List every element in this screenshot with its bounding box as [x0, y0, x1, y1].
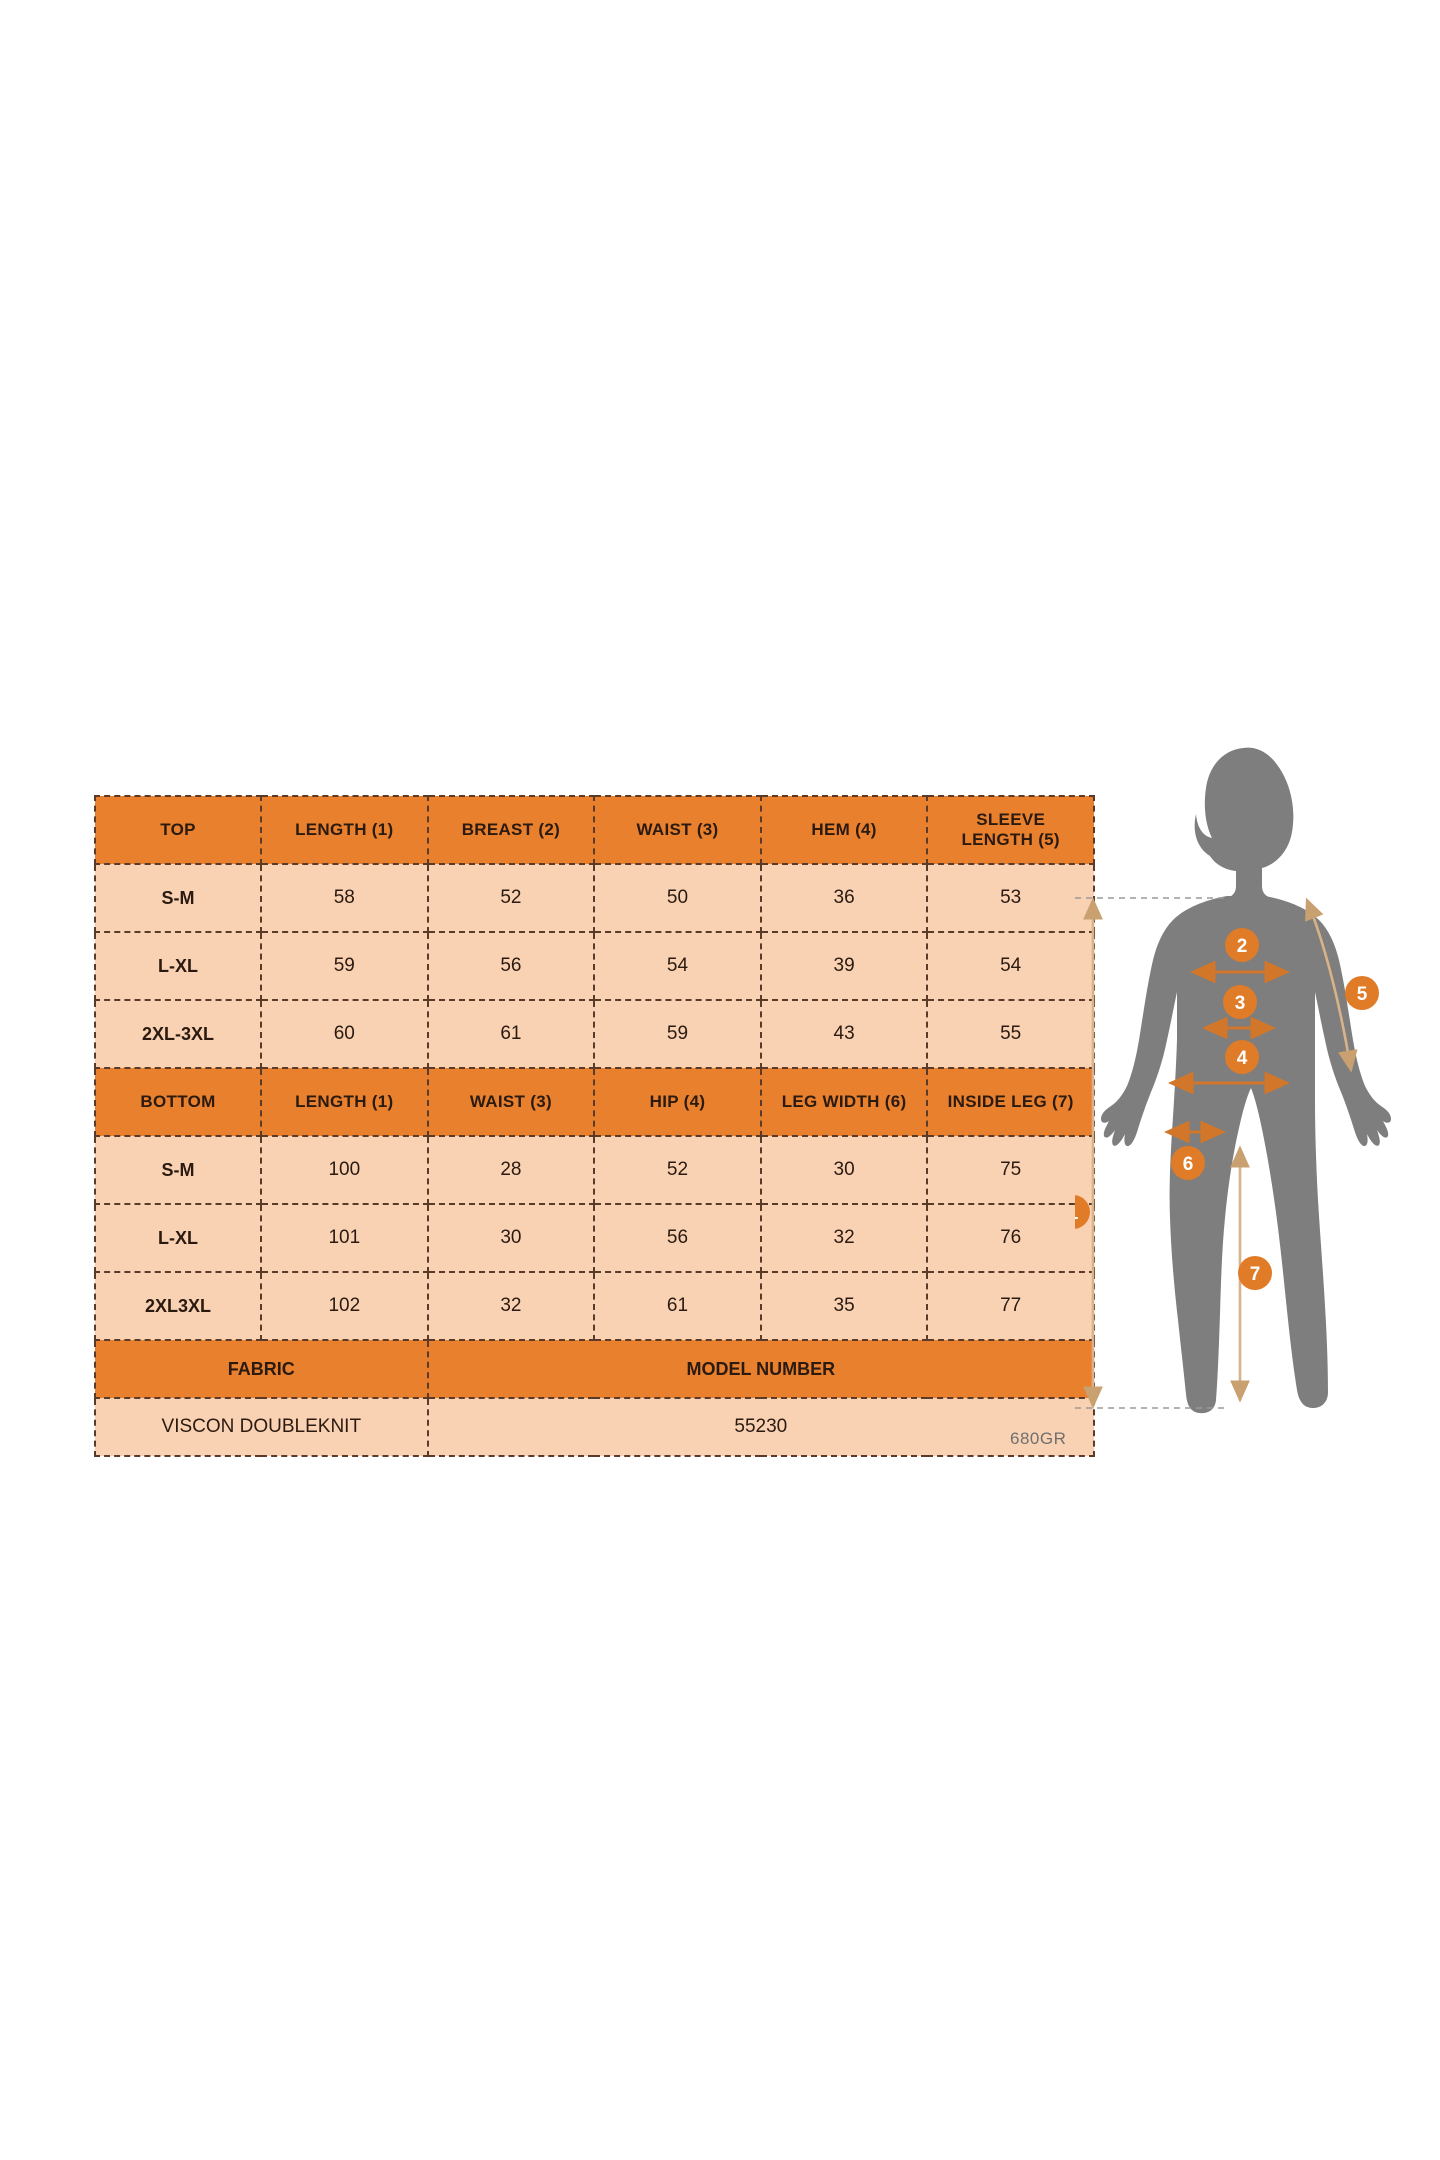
row-size-label: S-M — [94, 863, 262, 933]
badge-6-icon: 6 — [1171, 1146, 1205, 1180]
table-row: L-XL 59 56 54 39 54 — [94, 931, 1095, 1001]
body-measurement-diagram: 1 2 3 4 5 6 7 — [1075, 747, 1391, 1414]
cell-value: 75 — [926, 1135, 1095, 1205]
row-size-label: 2XL-3XL — [94, 999, 262, 1069]
header-cell-top-sleeve-length: SLEEVE LENGTH (5) — [926, 795, 1095, 865]
cell-value: 55 — [926, 999, 1095, 1069]
cell-value: 35 — [759, 1271, 929, 1341]
sleeve-header-line2: LENGTH (5) — [961, 830, 1060, 849]
header-cell-fabric: FABRIC — [94, 1339, 429, 1399]
cell-value: 30 — [759, 1135, 929, 1205]
table-footer-value-row: VISCON DOUBLEKNIT 55230 — [94, 1397, 1096, 1457]
badge-1-label: 1 — [1075, 1203, 1079, 1224]
cell-value: 43 — [759, 999, 929, 1069]
row-size-label: L-XL — [94, 931, 262, 1001]
arrow-5-sleeve-length — [1305, 897, 1358, 1073]
table-row: 2XL-3XL 60 61 59 43 55 — [94, 999, 1095, 1069]
measurement-badges: 1 2 3 4 5 6 7 — [1075, 928, 1379, 1290]
header-cell-bottom: BOTTOM — [94, 1067, 262, 1137]
cell-value: 52 — [593, 1135, 762, 1205]
cell-value: 39 — [759, 931, 929, 1001]
header-cell-bottom-leg-width: LEG WIDTH (6) — [759, 1067, 929, 1137]
header-cell-bottom-inside-leg: INSIDE LEG (7) — [926, 1067, 1095, 1137]
cell-value: 100 — [260, 1135, 429, 1205]
cell-value: 58 — [260, 863, 429, 933]
cell-value: 59 — [593, 999, 762, 1069]
size-chart-table: TOP LENGTH (1) BREAST (2) WAIST (3) HEM … — [94, 795, 1096, 1457]
cell-value: 36 — [759, 863, 929, 933]
row-size-label: S-M — [94, 1135, 262, 1205]
cell-value: 56 — [593, 1203, 762, 1273]
fabric-weight-note: 680GR — [1010, 1429, 1067, 1448]
cell-value: 76 — [926, 1203, 1095, 1273]
cell-value: 77 — [926, 1271, 1095, 1341]
badge-4-label: 4 — [1237, 1048, 1248, 1069]
badge-6-label: 6 — [1183, 1154, 1194, 1175]
badge-7-icon: 7 — [1238, 1256, 1272, 1290]
cell-value: 59 — [260, 931, 429, 1001]
sleeve-header-line1: SLEEVE — [976, 810, 1046, 830]
table-header-row-top: TOP LENGTH (1) BREAST (2) WAIST (3) HEM … — [94, 795, 1095, 865]
header-cell-model-number: MODEL NUMBER — [426, 1339, 1096, 1399]
cell-value: 102 — [260, 1271, 429, 1341]
badge-7-label: 7 — [1250, 1264, 1261, 1285]
badge-3-label: 3 — [1235, 993, 1246, 1014]
table-row: L-XL 101 30 56 32 76 — [94, 1203, 1095, 1273]
cell-value: 60 — [260, 999, 429, 1069]
cell-value: 30 — [426, 1203, 596, 1273]
cell-value: 32 — [759, 1203, 929, 1273]
badge-5-label: 5 — [1357, 984, 1368, 1005]
badge-4-icon: 4 — [1225, 1040, 1259, 1074]
cell-value: 61 — [426, 999, 596, 1069]
table-header-row-bottom: BOTTOM LENGTH (1) WAIST (3) HIP (4) LEG … — [94, 1067, 1095, 1137]
cell-value: 56 — [426, 931, 596, 1001]
cell-value: 52 — [426, 863, 596, 933]
badge-1-icon: 1 — [1075, 1195, 1090, 1229]
cell-value: 101 — [260, 1203, 429, 1273]
row-size-label: L-XL — [94, 1203, 262, 1273]
female-body-silhouette — [1101, 747, 1391, 1414]
cell-value: 53 — [926, 863, 1095, 933]
cell-value: 50 — [593, 863, 762, 933]
cell-value: 61 — [593, 1271, 762, 1341]
header-cell-top-length: LENGTH (1) — [260, 795, 429, 865]
table-row: S-M 100 28 52 30 75 — [94, 1135, 1095, 1205]
cell-fabric-value: VISCON DOUBLEKNIT — [94, 1397, 429, 1457]
header-cell-bottom-waist: WAIST (3) — [426, 1067, 596, 1137]
cell-value: 54 — [926, 931, 1095, 1001]
badge-3-icon: 3 — [1223, 985, 1257, 1019]
header-cell-top-breast: BREAST (2) — [426, 795, 596, 865]
table-row: 2XL3XL 102 32 61 35 77 — [94, 1271, 1095, 1341]
header-cell-top: TOP — [94, 795, 262, 865]
row-size-label: 2XL3XL — [94, 1271, 262, 1341]
header-cell-top-hem: HEM (4) — [759, 795, 929, 865]
header-cell-bottom-length: LENGTH (1) — [260, 1067, 429, 1137]
cell-value: 28 — [426, 1135, 596, 1205]
table-footer-header-row: FABRIC MODEL NUMBER — [94, 1339, 1096, 1399]
table-row: S-M 58 52 50 36 53 — [94, 863, 1095, 933]
header-cell-top-waist: WAIST (3) — [593, 795, 762, 865]
measurement-figure-panel: 1 2 3 4 5 6 7 — [1075, 740, 1440, 1460]
cell-model-number-value: 55230 — [426, 1397, 1096, 1457]
badge-5-icon: 5 — [1345, 976, 1379, 1010]
header-cell-bottom-hip: HIP (4) — [593, 1067, 762, 1137]
cell-value: 32 — [426, 1271, 596, 1341]
badge-2-label: 2 — [1237, 936, 1248, 957]
badge-2-icon: 2 — [1225, 928, 1259, 962]
cell-value: 54 — [593, 931, 762, 1001]
